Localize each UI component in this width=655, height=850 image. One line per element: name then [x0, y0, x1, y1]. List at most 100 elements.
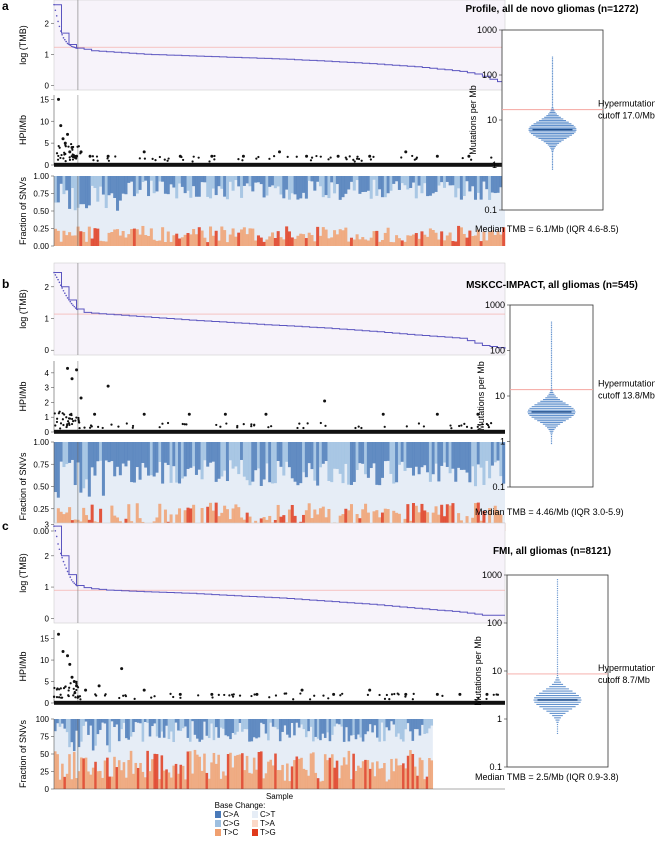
snv-bar-tc: [392, 510, 396, 531]
hp-point: [71, 155, 75, 159]
snv-bar-ca: [340, 719, 344, 727]
snv-ylabel: Fraction of SNVs: [18, 719, 28, 788]
snv-bar-tc: [99, 508, 103, 531]
snv-bar-ca: [262, 719, 265, 725]
snv-bar-ca: [299, 442, 303, 484]
snv-bar-ca: [115, 719, 119, 725]
snv-bar-tc: [296, 235, 300, 246]
snv-bar-ca: [392, 442, 396, 484]
snv-bar-ca: [248, 719, 251, 742]
snv-bar-tc: [248, 228, 252, 246]
snv-bar-tc: [96, 771, 100, 789]
snv-bar-tc: [115, 767, 119, 789]
tmb-point: [72, 46, 74, 48]
hp-point: [56, 417, 59, 420]
snv-bar-tc: [344, 227, 348, 246]
hp-point: [60, 696, 63, 699]
snv-bar-tc: [404, 768, 407, 789]
hp-point: [315, 154, 318, 158]
snv-bar-ca: [267, 719, 270, 741]
hp-point: [219, 425, 222, 428]
snv-bar-tc: [98, 770, 102, 789]
hp-point: [61, 649, 65, 653]
snv-bar-ca: [58, 719, 62, 727]
hp-point: [154, 159, 157, 162]
snv-bar-tc: [68, 754, 71, 789]
snv-bar-tc: [468, 230, 472, 246]
snv-bar-tc: [307, 775, 310, 789]
snv-bar-ca: [300, 719, 303, 725]
snv-bar-ca: [307, 442, 311, 464]
snv-bar-ca: [87, 442, 91, 497]
hp-point: [461, 156, 464, 160]
snv-bar-ca: [252, 719, 256, 738]
snv-bar-ca: [116, 176, 120, 211]
dist-ytick-label: 1000: [482, 570, 502, 580]
snv-bar-tc: [383, 508, 387, 531]
snv-bar-tc: [87, 226, 91, 246]
snv-bar-tc: [445, 504, 449, 531]
hp-point: [496, 693, 500, 696]
snv-bar-tc: [177, 773, 180, 789]
snv-ytick-label: 0.50: [33, 207, 49, 216]
snv-bar-tc: [476, 229, 480, 246]
snv-bar-tc: [68, 232, 72, 246]
hp-point: [181, 422, 184, 426]
snv-bar-ca: [338, 176, 342, 200]
snv-bar-tc: [448, 505, 452, 531]
snv-bar-tc: [56, 230, 60, 246]
snv-bar-ca: [380, 719, 384, 723]
hp-point: [211, 696, 214, 699]
snv-bar-ca: [285, 442, 289, 462]
hp-point: [295, 155, 298, 158]
hp-point: [158, 155, 161, 159]
snv-bar-tc: [129, 750, 133, 789]
hp-point: [435, 154, 439, 158]
snv-bar-ca: [110, 176, 114, 194]
snv-bar-tc: [228, 234, 232, 246]
snv-bar-ca: [326, 719, 329, 733]
snv-bar-ca: [428, 176, 432, 196]
snv-bar-ca: [256, 442, 260, 469]
snv-bar-ca: [403, 442, 407, 471]
snv-bar-ca: [56, 719, 59, 724]
hp-point: [76, 686, 80, 689]
snv-bar-ca: [297, 719, 301, 728]
snv-bar-tc: [454, 241, 458, 246]
snv-bar-ca: [59, 442, 63, 462]
snv-bar-tc: [437, 239, 441, 246]
hp-point: [255, 692, 259, 696]
snv-bar-ca: [237, 442, 241, 475]
snv-bar-ca: [113, 719, 116, 728]
snv-bar-tc: [70, 779, 74, 789]
hp-point: [327, 697, 330, 700]
snv-bar-ca: [459, 442, 463, 470]
snv-bar-tc: [181, 765, 185, 789]
snv-bar-tc: [96, 228, 100, 246]
snv-bar-tc: [295, 756, 299, 789]
snv-bar-ca: [183, 176, 187, 194]
snv-bar-tc: [313, 509, 317, 531]
tmb-point: [68, 299, 70, 301]
snv-bar-tc: [285, 226, 289, 246]
snv-bar-tc: [395, 512, 399, 531]
snv-ytick-label: 0.25: [33, 505, 49, 514]
snv-bar-ca: [386, 442, 390, 461]
hp-point: [96, 159, 99, 162]
snv-bar-ca: [366, 719, 370, 732]
snv-bar-ca: [310, 442, 314, 470]
snv-bar-tc: [372, 231, 376, 246]
tmb-point: [69, 300, 72, 303]
snv-bar-ca: [259, 176, 263, 185]
hp-point: [57, 144, 60, 148]
median-text: Median TMB = 4.46/Mb (IQR 3.0-5.9): [475, 507, 624, 517]
snv-bar-ca: [238, 719, 242, 723]
snv-bar-tc: [206, 242, 210, 246]
tmb-point: [54, 274, 57, 276]
snv-bar-ca: [107, 176, 111, 196]
hp-point: [70, 377, 74, 381]
tmb-ytick-label: 0: [45, 346, 50, 355]
hp-point: [114, 155, 117, 158]
snv-bar-ca: [215, 719, 218, 728]
